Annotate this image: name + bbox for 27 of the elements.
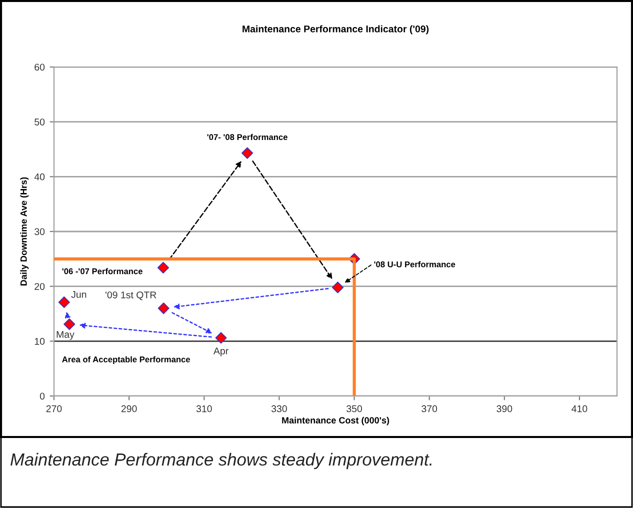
chart-title: Maintenance Performance Indicator ('09) bbox=[242, 25, 429, 34]
x-tick-label: 330 bbox=[271, 405, 287, 412]
y-tick-label: 30 bbox=[34, 228, 45, 236]
annotation: '09 1st QTR bbox=[106, 291, 156, 300]
x-tick-label: 390 bbox=[496, 405, 512, 412]
x-tick-label: 350 bbox=[346, 405, 362, 412]
y-tick-label: 40 bbox=[34, 173, 45, 180]
y-tick-label: 60 bbox=[34, 64, 45, 71]
x-tick-label: 290 bbox=[121, 405, 137, 412]
annotation: '07- '08 Performance bbox=[207, 134, 288, 140]
x-axis-title: Maintenance Cost (000's) bbox=[282, 416, 390, 426]
annotation: '08 U-U Performance bbox=[374, 261, 456, 268]
annotation: Jun bbox=[71, 291, 86, 298]
y-tick-label: 0 bbox=[40, 392, 45, 400]
y-tick-label: 50 bbox=[34, 118, 45, 126]
x-tick-label: 410 bbox=[572, 405, 588, 412]
y-axis-title: Daily Downtime Ave (Hrs) bbox=[20, 177, 29, 286]
annotation: Apr bbox=[213, 348, 228, 356]
x-tick-label: 370 bbox=[422, 405, 438, 412]
x-tick-label: 310 bbox=[196, 405, 212, 412]
annotation: Area of Acceptable Performance bbox=[62, 356, 190, 364]
x-tick-label: 270 bbox=[46, 405, 62, 412]
y-tick-label: 10 bbox=[34, 338, 45, 345]
y-tick-label: 20 bbox=[34, 283, 45, 290]
annotation: '06 -'07 Performance bbox=[62, 268, 142, 274]
text: Maintenance Performance shows steady improvement. bbox=[10, 452, 432, 470]
annotation: May bbox=[56, 331, 74, 340]
